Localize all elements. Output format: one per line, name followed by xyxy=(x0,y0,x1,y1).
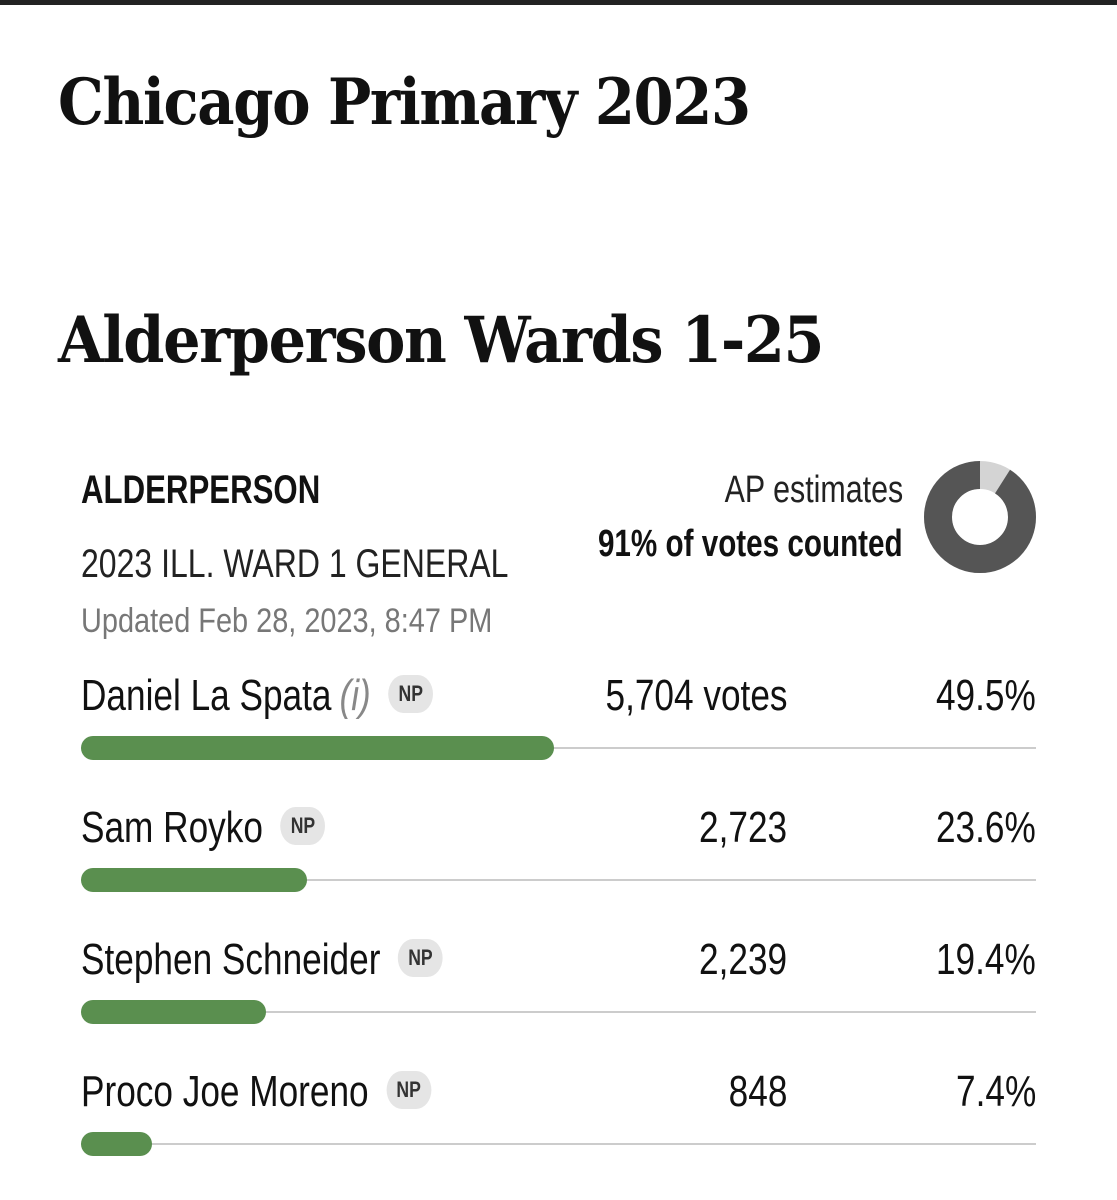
candidate-votes: 5,704 votes xyxy=(560,670,787,722)
party-badge: NP xyxy=(280,807,326,846)
vote-bar-fill xyxy=(81,1132,152,1156)
section-title: Alderperson Wards 1-25 xyxy=(58,298,890,384)
candidate-percent: 49.5% xyxy=(911,670,1036,722)
race-label-text: ALDERPERSON xyxy=(81,468,321,512)
candidate-votes: 2,723 xyxy=(677,802,787,854)
candidate-name-text: Sam Royko NP xyxy=(81,802,326,854)
updated-timestamp-text: Updated Feb 28, 2023, 8:47 PM xyxy=(81,602,493,640)
candidate-row: Proco Joe Moreno NP 848 7.4% xyxy=(0,1066,1117,1198)
candidate-name-label: Stephen Schneider xyxy=(81,935,381,984)
candidate-row: Stephen Schneider NP 2,239 19.4% xyxy=(0,934,1117,1066)
candidate-name-text: Stephen Schneider NP xyxy=(81,934,443,986)
candidate-votes-text: 2,723 xyxy=(698,803,787,852)
candidate-name: Daniel La Spata (i) NP xyxy=(81,670,521,722)
candidate-percent-text: 23.6% xyxy=(936,803,1036,852)
candidate-votes: 2,239 xyxy=(677,934,787,986)
candidate-percent-text: 7.4% xyxy=(955,1067,1036,1116)
candidate-name-text: Proco Joe Moreno NP xyxy=(81,1066,432,1118)
page-title: Chicago Primary 2023 xyxy=(58,60,827,146)
candidate-name: Sam Royko NP xyxy=(81,802,386,854)
vote-bar-track xyxy=(81,1143,1036,1145)
vote-bar-track xyxy=(81,879,1036,881)
candidate-percent-text: 19.4% xyxy=(936,935,1036,984)
candidate-votes: 848 xyxy=(714,1066,787,1118)
page-title-text: Chicago Primary 2023 xyxy=(58,65,751,140)
ap-estimates-label: AP estimates xyxy=(680,468,903,512)
candidate-votes-text: 848 xyxy=(728,1067,787,1116)
race-subtitle-text: 2023 ILL. WARD 1 GENERAL xyxy=(81,542,509,586)
candidate-votes-text: 2,239 xyxy=(698,935,787,984)
race-label: ALDERPERSON xyxy=(81,466,388,514)
race-subtitle: 2023 ILL. WARD 1 GENERAL xyxy=(81,540,615,588)
candidate-votes-text: 5,704 votes xyxy=(605,671,787,720)
candidate-row: Sam Royko NP 2,723 23.6% xyxy=(0,802,1117,934)
party-badge: NP xyxy=(386,1071,432,1110)
candidate-name-label: Daniel La Spata xyxy=(81,671,332,720)
votes-counted-donut xyxy=(924,461,1036,573)
candidate-row: Daniel La Spata (i) NP 5,704 votes 49.5% xyxy=(0,670,1117,802)
candidate-percent: 7.4% xyxy=(936,1066,1036,1118)
candidate-name: Stephen Schneider NP xyxy=(81,934,533,986)
candidate-name-label: Sam Royko xyxy=(81,803,263,852)
vote-bar-fill xyxy=(81,1000,266,1024)
section-title-text: Alderperson Wards 1-25 xyxy=(58,303,824,378)
candidate-percent: 23.6% xyxy=(911,802,1036,854)
votes-counted-text: 91% of votes counted xyxy=(598,523,903,565)
candidate-name-text: Daniel La Spata (i) NP xyxy=(81,670,434,722)
updated-timestamp: Updated Feb 28, 2023, 8:47 PM xyxy=(81,600,565,642)
party-badge: NP xyxy=(398,939,443,978)
vote-bar-track xyxy=(81,1011,1036,1013)
candidate-percent: 19.4% xyxy=(911,934,1036,986)
votes-counted-label: 91% of votes counted xyxy=(512,522,903,566)
candidate-name-label: Proco Joe Moreno xyxy=(81,1067,369,1116)
donut-counted xyxy=(924,461,1036,573)
vote-bar-fill xyxy=(81,736,554,760)
candidate-name: Proco Joe Moreno NP xyxy=(81,1066,519,1118)
candidate-percent-text: 49.5% xyxy=(936,671,1036,720)
top-rule xyxy=(0,0,1117,5)
vote-bar-track xyxy=(81,747,1036,749)
ap-estimates-text: AP estimates xyxy=(724,469,903,511)
party-badge: NP xyxy=(388,675,434,714)
vote-bar-fill xyxy=(81,868,307,892)
incumbent-marker: (i) xyxy=(339,671,371,720)
